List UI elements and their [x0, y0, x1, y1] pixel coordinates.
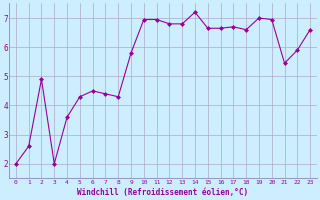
X-axis label: Windchill (Refroidissement éolien,°C): Windchill (Refroidissement éolien,°C) — [77, 188, 249, 197]
